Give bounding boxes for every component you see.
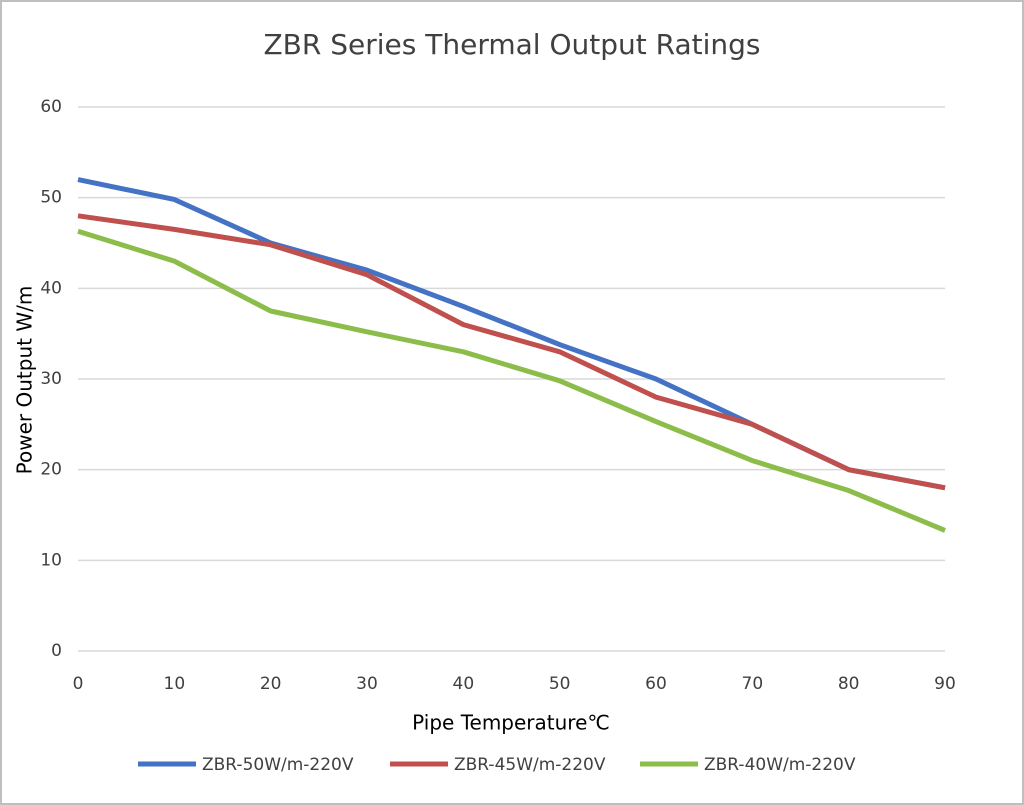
legend-label: ZBR-50W/m-220V — [202, 755, 354, 775]
x-tick-label: 90 — [934, 674, 956, 694]
series-line — [77, 213, 946, 491]
x-tick-label: 30 — [356, 674, 378, 694]
y-tick-label: 0 — [51, 641, 62, 661]
x-tick-label: 70 — [742, 674, 764, 694]
y-tick-label: 30 — [40, 369, 62, 389]
y-tick-label: 60 — [40, 97, 62, 117]
x-tick-label: 10 — [164, 674, 186, 694]
x-tick-label: 0 — [73, 674, 84, 694]
x-tick-label: 40 — [453, 674, 475, 694]
y-tick-label: 20 — [40, 460, 62, 480]
legend-label: ZBR-40W/m-220V — [704, 755, 856, 775]
x-tick-label: 80 — [838, 674, 860, 694]
y-tick-label: 50 — [40, 188, 62, 208]
x-tick-label: 20 — [260, 674, 282, 694]
x-tick-label: 60 — [645, 674, 667, 694]
y-tick-label: 40 — [40, 278, 62, 298]
legend-label: ZBR-45W/m-220V — [454, 755, 606, 775]
x-tick-label: 50 — [549, 674, 571, 694]
series-line — [77, 228, 946, 533]
y-axis-label: Power Output W/m — [13, 286, 37, 475]
chart-title: ZBR Series Thermal Output Ratings — [264, 28, 761, 61]
y-tick-label: 10 — [40, 550, 62, 570]
x-axis-label: Pipe Temperature℃ — [412, 711, 610, 735]
